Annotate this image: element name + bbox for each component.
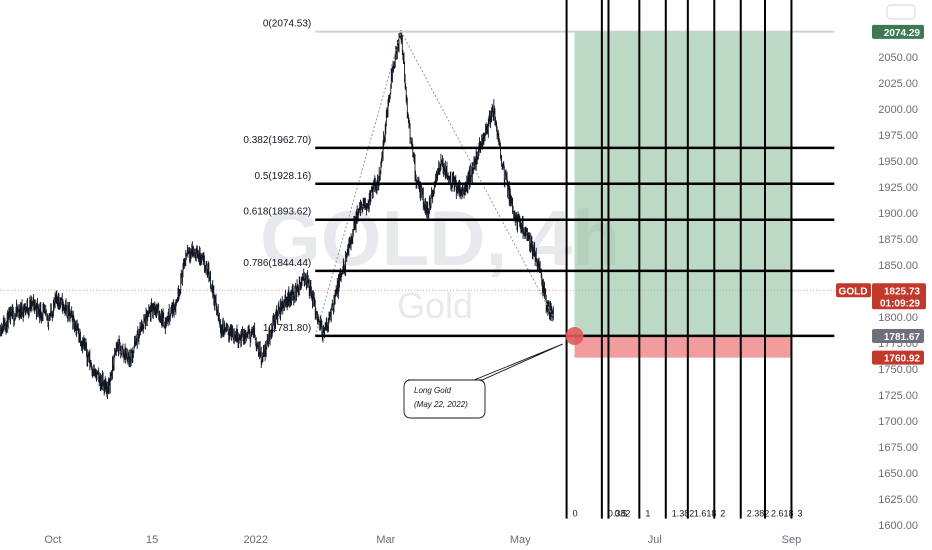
price-tick-label: 1700.00 (878, 416, 918, 428)
entry-marker[interactable] (565, 327, 584, 346)
time-zone-label: 3 (797, 509, 802, 519)
fib-level-label: 0.382(1962.70) (243, 135, 311, 146)
time-zone-label: 2.382 (747, 509, 770, 519)
symbol-tag (836, 283, 871, 298)
price-tick-label: 1850.00 (878, 260, 918, 272)
watermark-symbol: GOLD, 4h (260, 194, 620, 282)
last-price-tag (872, 283, 926, 310)
time-zone-label: 0.5 (614, 509, 627, 519)
symbol-tag-label: GOLD (839, 286, 868, 297)
callout-annotation[interactable]: Long Gold (May 22, 2022) (403, 327, 584, 419)
price-tick-label: 1675.00 (878, 442, 918, 454)
price-tick-label: 1900.00 (878, 208, 918, 220)
time-axis[interactable]: Oct 15 2022 Mar May Jul Sep (44, 534, 801, 546)
bar-countdown: 01:09:29 (880, 298, 920, 309)
price-tag-value: 2074.29 (884, 28, 921, 39)
price-tick-label: 2000.00 (878, 104, 918, 116)
symbol-watermark: GOLD, 4h Gold (260, 194, 620, 326)
price-tick-label: 1925.00 (878, 182, 918, 194)
time-zone-label: 1.382 (672, 509, 695, 519)
price-tick-label: 1800.00 (878, 312, 918, 324)
callout-bubble[interactable] (403, 343, 563, 419)
fib-level-label: 0.5(1928.16) (255, 171, 312, 182)
fib-retracement-tool[interactable]: 0(2074.53) 0.382(1962.70) 0.5(1928.16) 0.61… (243, 19, 835, 338)
long-position-tool[interactable] (574, 31, 792, 358)
price-tick-label: 2025.00 (878, 78, 918, 90)
callout-text: (May 22, 2022) (414, 400, 468, 409)
fib-level-label: 0.618(1893.62) (243, 207, 311, 218)
callout-text: Long Gold (414, 386, 451, 395)
time-zone-label: 1 (645, 509, 650, 519)
price-axis[interactable]: 1600.00 1625.00 1650.00 1675.00 1700.00 1725.… (862, 0, 932, 550)
price-tag (872, 350, 924, 365)
price-tick-label: 1975.00 (878, 130, 918, 142)
axis-settings-button[interactable] (886, 4, 916, 20)
time-tick-label: 2022 (243, 534, 267, 546)
price-tick-label: 2050.00 (878, 52, 918, 64)
price-tick-label: 1725.00 (878, 390, 918, 402)
price-tag (872, 329, 924, 344)
price-tick-label: 1650.00 (878, 468, 918, 480)
fib-level-label: 0.786(1844.44) (243, 258, 311, 269)
price-series (0, 30, 554, 399)
price-tick-label: 1625.00 (878, 494, 918, 506)
time-tick-label: Mar (376, 534, 395, 546)
time-tick-label: 15 (146, 534, 158, 546)
time-zone-label: 2 (720, 509, 725, 519)
fib-level-label: 0(2074.53) (263, 19, 311, 30)
price-axis-background (862, 0, 932, 550)
price-tick-label: 1875.00 (878, 234, 918, 246)
time-tick-label: Oct (44, 534, 61, 546)
price-tag-value: 1781.67 (884, 332, 921, 343)
time-zone-label: 0.382 (608, 509, 631, 519)
watermark-name: Gold (397, 285, 473, 326)
price-tick-label: 1950.00 (878, 156, 918, 168)
price-tick-label: 1600.00 (878, 520, 918, 532)
fib-level-label: 1(1781.80) (263, 323, 311, 334)
time-tick-label: Sep (782, 534, 802, 546)
time-zone-label: 1.618 (694, 509, 717, 519)
time-zone-label: 0 (573, 509, 578, 519)
price-tag-value: 1760.92 (884, 354, 921, 365)
time-tick-label: May (510, 534, 531, 546)
price-tick-label: 1750.00 (878, 364, 918, 376)
time-tick-label: Jul (648, 534, 662, 546)
time-zone-label: 2.618 (771, 509, 794, 519)
stop-zone[interactable] (574, 336, 792, 358)
price-tag (872, 24, 924, 39)
last-price-value: 1825.73 (884, 286, 921, 297)
